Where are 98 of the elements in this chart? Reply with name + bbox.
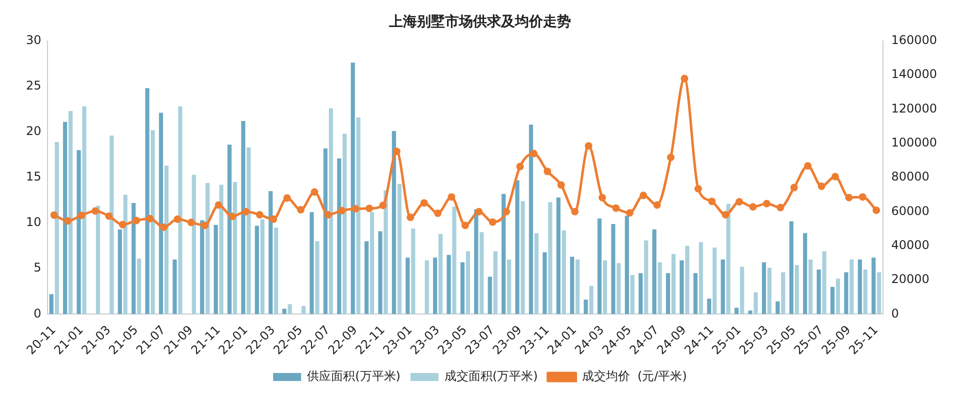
bar bbox=[630, 274, 634, 314]
bar bbox=[466, 251, 470, 314]
y-tick-label: 0 bbox=[34, 306, 42, 320]
bar bbox=[488, 276, 492, 314]
bar bbox=[570, 256, 574, 314]
bar bbox=[137, 258, 142, 314]
bar bbox=[364, 241, 369, 314]
bar bbox=[452, 206, 456, 314]
bar bbox=[301, 306, 306, 314]
bar bbox=[597, 218, 602, 314]
bar bbox=[754, 292, 758, 314]
bar bbox=[611, 224, 616, 314]
bar bbox=[310, 212, 314, 314]
y-tick-label: 30 bbox=[26, 32, 42, 47]
bar bbox=[693, 273, 698, 314]
bar bbox=[424, 260, 429, 314]
y-tick-label: 5 bbox=[34, 260, 42, 275]
bar bbox=[480, 232, 484, 314]
bar bbox=[282, 308, 286, 314]
legend-label: 成交均价 (元/平米) bbox=[582, 369, 687, 384]
legend-label: 成交面积(万平米) bbox=[444, 369, 538, 384]
bar bbox=[658, 262, 662, 314]
bar bbox=[748, 310, 752, 314]
chart-title: 上海别墅市场供求及均价走势 bbox=[388, 13, 571, 30]
bar bbox=[315, 241, 320, 314]
bar bbox=[254, 226, 259, 314]
bar bbox=[776, 301, 780, 314]
legend-label: 供应面积(万平米) bbox=[307, 369, 400, 384]
bar bbox=[460, 262, 465, 314]
bar bbox=[803, 233, 808, 314]
bar bbox=[685, 246, 690, 314]
bar bbox=[542, 252, 547, 314]
y-tick-label: 15 bbox=[26, 170, 42, 184]
y2-tick-label: 20000 bbox=[891, 272, 930, 286]
y2-tick-label: 140000 bbox=[891, 67, 938, 82]
bar bbox=[671, 254, 676, 314]
bar bbox=[507, 259, 512, 314]
bar bbox=[602, 260, 608, 314]
bar bbox=[438, 234, 443, 314]
bar bbox=[638, 273, 643, 314]
bar bbox=[172, 259, 177, 314]
bar bbox=[877, 272, 882, 314]
bar bbox=[520, 201, 525, 314]
bar bbox=[707, 298, 712, 314]
bar bbox=[762, 262, 766, 314]
bar bbox=[49, 294, 54, 314]
y-tick-label: 20 bbox=[26, 124, 42, 138]
bar bbox=[548, 202, 552, 314]
bar bbox=[214, 224, 218, 314]
bar bbox=[446, 254, 451, 314]
bar bbox=[274, 228, 278, 314]
bar bbox=[433, 258, 438, 314]
bar bbox=[767, 268, 772, 314]
bar bbox=[288, 304, 292, 314]
bar bbox=[836, 278, 840, 314]
bar bbox=[680, 260, 684, 314]
bar bbox=[734, 308, 739, 314]
bar bbox=[584, 300, 588, 314]
bar bbox=[781, 272, 786, 314]
bar bbox=[863, 270, 868, 314]
bar bbox=[562, 230, 566, 314]
bar bbox=[378, 231, 382, 314]
y2-tick-label: 80000 bbox=[891, 170, 930, 184]
bar bbox=[644, 240, 648, 314]
bar bbox=[794, 264, 799, 314]
y2-tick-label: 40000 bbox=[891, 238, 930, 252]
bar bbox=[556, 198, 560, 314]
bar bbox=[712, 248, 717, 314]
bar bbox=[589, 286, 594, 314]
y2-tick-label: 120000 bbox=[891, 101, 938, 116]
y2-tick-label: 100000 bbox=[891, 135, 938, 150]
bar bbox=[411, 228, 416, 314]
bar bbox=[844, 272, 848, 314]
y2-tick-label: 0 bbox=[891, 306, 899, 320]
bar bbox=[808, 259, 813, 314]
bar bbox=[576, 259, 580, 314]
bar bbox=[789, 221, 794, 314]
bar bbox=[493, 251, 498, 314]
bar bbox=[740, 266, 744, 314]
bar bbox=[666, 273, 670, 314]
y2-tick-label: 60000 bbox=[891, 204, 930, 218]
bar bbox=[534, 233, 539, 314]
bar bbox=[816, 270, 821, 314]
bar bbox=[822, 251, 826, 314]
bar bbox=[830, 286, 835, 314]
y-tick-label: 25 bbox=[26, 78, 42, 92]
y2-tick-label: 160000 bbox=[891, 32, 938, 47]
bar bbox=[720, 259, 725, 314]
bar bbox=[858, 259, 862, 314]
bar bbox=[652, 229, 656, 314]
bar bbox=[850, 259, 854, 314]
bar bbox=[872, 258, 876, 314]
bar bbox=[406, 258, 410, 314]
bar bbox=[397, 184, 402, 314]
y-tick-label: 10 bbox=[26, 215, 42, 230]
bar bbox=[515, 180, 520, 314]
bar bbox=[616, 263, 621, 314]
bar bbox=[698, 242, 703, 314]
